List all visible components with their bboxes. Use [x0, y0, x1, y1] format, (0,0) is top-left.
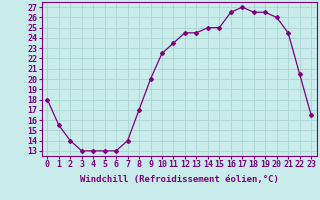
X-axis label: Windchill (Refroidissement éolien,°C): Windchill (Refroidissement éolien,°C): [80, 175, 279, 184]
